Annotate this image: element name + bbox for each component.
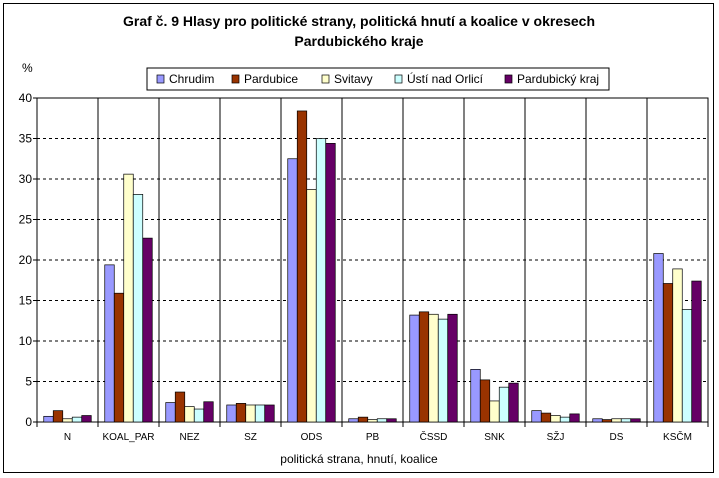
bar [113, 292, 125, 423]
bar [226, 404, 237, 423]
legend-swatch [231, 74, 240, 84]
bar [447, 313, 458, 423]
x-tick-label: ODS [301, 432, 323, 443]
bar [62, 418, 73, 423]
legend-swatch [394, 74, 403, 84]
plot-area: 0 5 10 15 20 25 30 35 40 N KOAL_PAR NEZ SZ ODS PB ČSSD S… [19, 91, 709, 443]
bar [184, 406, 195, 423]
chart-frame: Graf č. 9 Hlasy pro politické strany, po… [3, 3, 714, 473]
legend-label: Pardubice [244, 72, 298, 86]
bar [306, 189, 317, 423]
bar [264, 404, 275, 423]
bar [325, 143, 336, 423]
bar [165, 402, 176, 423]
y-tick-label: 40 [19, 91, 33, 105]
y-tick-label: 25 [19, 213, 33, 227]
x-tick-label: SNK [484, 432, 505, 443]
bar [620, 418, 632, 423]
x-tick-label: NEZ [180, 432, 200, 443]
legend-swatch [321, 74, 330, 84]
bar [142, 237, 153, 423]
bar [498, 386, 510, 423]
bar [630, 418, 641, 423]
bar [672, 268, 683, 423]
legend-box [146, 67, 610, 91]
bar [367, 419, 378, 423]
bar [479, 379, 491, 423]
legend-label: Ústí nad Orlicí [407, 71, 484, 86]
legend-label: Svitavy [334, 72, 373, 86]
bar [428, 313, 439, 423]
bar [569, 413, 580, 423]
x-axis-label: politická strana, hnutí, koalice [280, 452, 438, 466]
bar [315, 138, 327, 423]
y-tick-label: 0 [25, 415, 32, 429]
legend-label: Chrudim [169, 72, 214, 86]
bar [386, 418, 397, 423]
bar [287, 158, 298, 423]
x-tick-label: KOAL_PAR [102, 432, 154, 443]
bar [43, 415, 54, 423]
bar [409, 314, 420, 423]
x-tick-label: ČSSD [420, 430, 448, 443]
bar [254, 404, 266, 423]
y-tick-label: 10 [19, 334, 33, 348]
bar [81, 415, 92, 423]
bar [550, 415, 561, 423]
bar [357, 416, 369, 423]
bar [245, 404, 256, 423]
bar [559, 416, 571, 423]
x-tick-label: N [64, 432, 71, 443]
bar [508, 382, 519, 423]
bar [348, 418, 359, 423]
bar [104, 264, 115, 423]
y-tick-label: 5 [25, 375, 32, 389]
bar [437, 318, 449, 423]
chart-svg: Graf č. 9 Hlasy pro politické strany, po… [19, 13, 709, 466]
bar [601, 419, 613, 423]
bar [132, 194, 144, 423]
bar [489, 400, 500, 423]
x-tick-label: PB [366, 432, 380, 443]
bar [418, 311, 430, 423]
y-tick-label: 35 [19, 132, 33, 146]
bar [123, 173, 134, 423]
y-tick-label: 15 [19, 294, 33, 308]
bar [52, 410, 64, 423]
y-tick-label: 20 [19, 253, 33, 267]
bar [71, 416, 83, 423]
bar [592, 418, 603, 423]
bar [691, 280, 702, 423]
legend-swatch [156, 74, 165, 84]
y-tick-label: 30 [19, 172, 33, 186]
x-tick-label: SZ [244, 432, 257, 443]
bar [531, 410, 542, 423]
bar [470, 369, 481, 423]
bar [662, 283, 674, 423]
bar [193, 408, 205, 423]
bar [376, 418, 388, 423]
y-axis-label: % [22, 61, 33, 75]
bar [540, 412, 552, 423]
chart-title-line1: Graf č. 9 Hlasy pro politické strany, po… [123, 13, 595, 29]
legend: Chrudim Pardubice Svitavy Ústí nad Orlicí Pa… [146, 67, 610, 91]
bar [174, 391, 186, 423]
x-tick-label: SŽJ [547, 430, 565, 443]
bar [235, 403, 247, 423]
bar [681, 309, 693, 423]
x-tick-label: KSČM [663, 430, 692, 443]
bar [611, 418, 622, 423]
chart-title-line2: Pardubického kraje [294, 33, 423, 49]
legend-label: Pardubický kraj [517, 72, 599, 86]
bar [203, 401, 214, 423]
legend-swatch [504, 74, 513, 84]
bar [296, 110, 308, 423]
bar [653, 253, 664, 423]
x-tick-label: DS [610, 432, 624, 443]
